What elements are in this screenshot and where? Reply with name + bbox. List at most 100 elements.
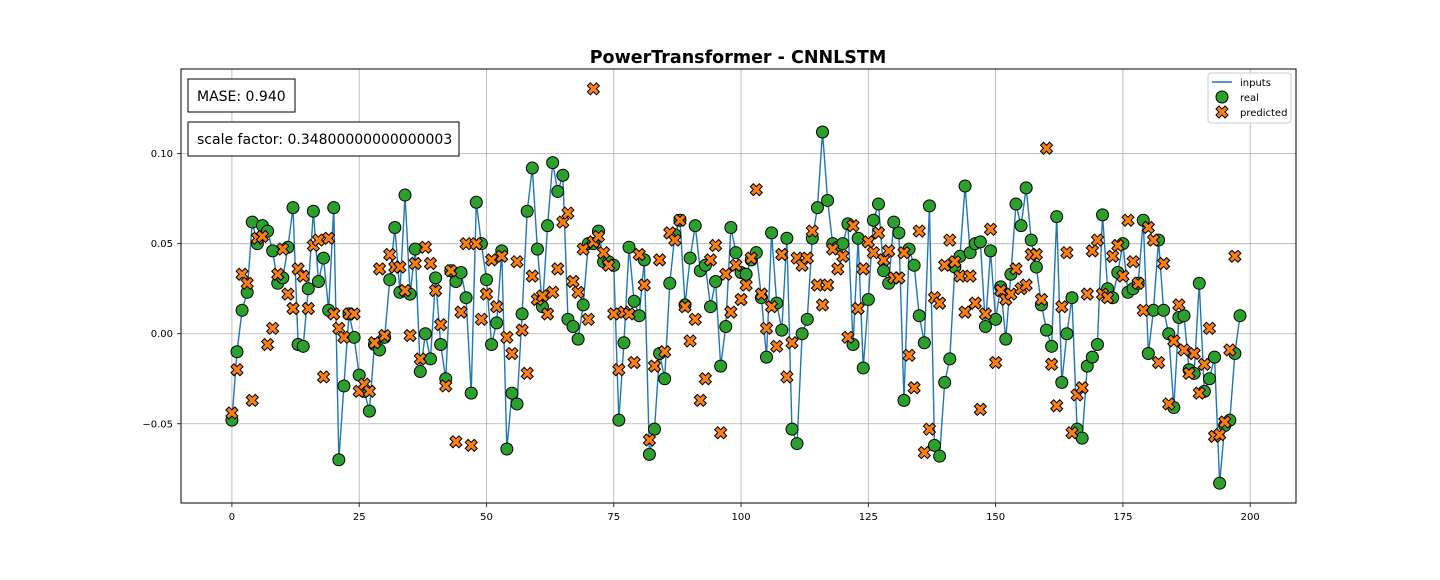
- real-point: [663, 276, 677, 290]
- real-point: [332, 453, 346, 467]
- predicted-point: [856, 262, 870, 276]
- predicted-point: [1100, 291, 1115, 305]
- predicted-point: [561, 206, 575, 220]
- real-point: [1060, 327, 1074, 341]
- predicted-point: [1156, 256, 1171, 271]
- predicted-point: [841, 330, 855, 345]
- predicted-point: [683, 334, 697, 348]
- predicted-point: [1192, 386, 1206, 400]
- predicted-point: [693, 393, 708, 408]
- predicted-point: [846, 218, 860, 233]
- legend-circle-swatch: [1215, 90, 1229, 104]
- predicted-point: [500, 330, 514, 345]
- predicted-point: [398, 283, 412, 298]
- real-point: [1065, 291, 1079, 305]
- legend: inputs real predicted: [1207, 72, 1292, 124]
- real-point: [943, 352, 957, 366]
- real-point: [958, 179, 972, 193]
- predicted-point: [576, 242, 590, 256]
- predicted-point: [1004, 287, 1018, 301]
- predicted-point: [311, 233, 326, 247]
- predicted-point: [744, 251, 758, 265]
- predicted-point: [948, 254, 962, 269]
- predicted-point: [607, 307, 621, 321]
- predicted-point: [902, 348, 916, 363]
- predicted-point: [1136, 303, 1150, 318]
- predicted-point: [515, 323, 529, 337]
- predicted-point: [260, 337, 275, 352]
- real-point: [1019, 181, 1033, 195]
- predicted-point: [724, 305, 738, 319]
- legend-frame: [1207, 72, 1292, 124]
- real-point: [872, 197, 886, 211]
- mase-label: MASE: 0.940: [197, 89, 286, 105]
- predicted-point: [281, 287, 295, 301]
- predicted-point: [652, 253, 667, 267]
- y-tick-label: −0.05: [142, 419, 173, 430]
- real-point: [352, 368, 366, 382]
- real-point: [327, 201, 341, 215]
- real-point: [816, 125, 830, 139]
- predicted-point: [775, 247, 789, 262]
- real-point: [892, 226, 906, 240]
- predicted-point: [591, 229, 606, 244]
- predicted-point: [535, 289, 550, 303]
- real-point: [296, 339, 310, 353]
- real-point: [515, 307, 529, 321]
- real-point: [418, 327, 432, 341]
- predicted-point: [596, 245, 611, 260]
- predicted-point: [810, 278, 825, 292]
- real-point: [510, 397, 524, 411]
- real-point: [469, 195, 483, 209]
- real-point: [703, 300, 717, 314]
- predicted-point: [754, 287, 769, 301]
- real-point: [683, 251, 697, 265]
- real-point: [1024, 233, 1038, 247]
- real-point: [556, 168, 570, 182]
- real-point: [836, 237, 850, 251]
- predicted-point: [912, 224, 926, 238]
- predicted-point: [632, 247, 646, 262]
- predicted-point: [479, 287, 494, 301]
- real-point: [479, 273, 493, 287]
- predicted-point: [271, 267, 285, 281]
- y-tick-label: 0.00: [151, 329, 173, 340]
- real-point: [398, 188, 412, 202]
- legend-x-swatch: [1215, 105, 1229, 119]
- scale-factor-label: scale factor: 0.34800000000000003: [197, 132, 452, 148]
- real-point: [933, 449, 947, 463]
- real-point: [775, 323, 789, 337]
- predicted-point: [1065, 426, 1079, 440]
- predicted-point: [1039, 141, 1054, 155]
- real-point: [459, 291, 473, 305]
- predicted-point: [973, 402, 988, 417]
- real-point: [612, 413, 626, 427]
- predicted-point: [719, 267, 733, 281]
- predicted-point: [510, 254, 524, 269]
- predicted-point: [1111, 238, 1125, 253]
- predicted-point: [688, 312, 702, 327]
- predicted-point: [383, 247, 397, 262]
- real-point: [413, 365, 427, 379]
- predicted-point: [459, 236, 473, 251]
- x-tick-label: 200: [1241, 512, 1260, 523]
- annotation-group: MASE: 0.940 scale factor: 0.348000000000…: [187, 78, 460, 157]
- predicted-point: [403, 328, 417, 343]
- predicted-point: [545, 285, 560, 300]
- predicted-point: [367, 336, 382, 350]
- real-point: [917, 336, 931, 350]
- predicted-point: [469, 236, 484, 251]
- predicted-point: [423, 256, 438, 271]
- predicted-point: [800, 251, 814, 265]
- real-point: [729, 246, 743, 260]
- predicted-point: [627, 355, 641, 370]
- real-point: [861, 293, 875, 307]
- x-tick-label: 125: [859, 512, 878, 523]
- real-point: [922, 199, 936, 213]
- predicted-point: [963, 269, 977, 283]
- real-point: [984, 244, 998, 258]
- real-point: [230, 345, 244, 359]
- predicted-point: [678, 300, 692, 314]
- predicted-point: [932, 296, 947, 310]
